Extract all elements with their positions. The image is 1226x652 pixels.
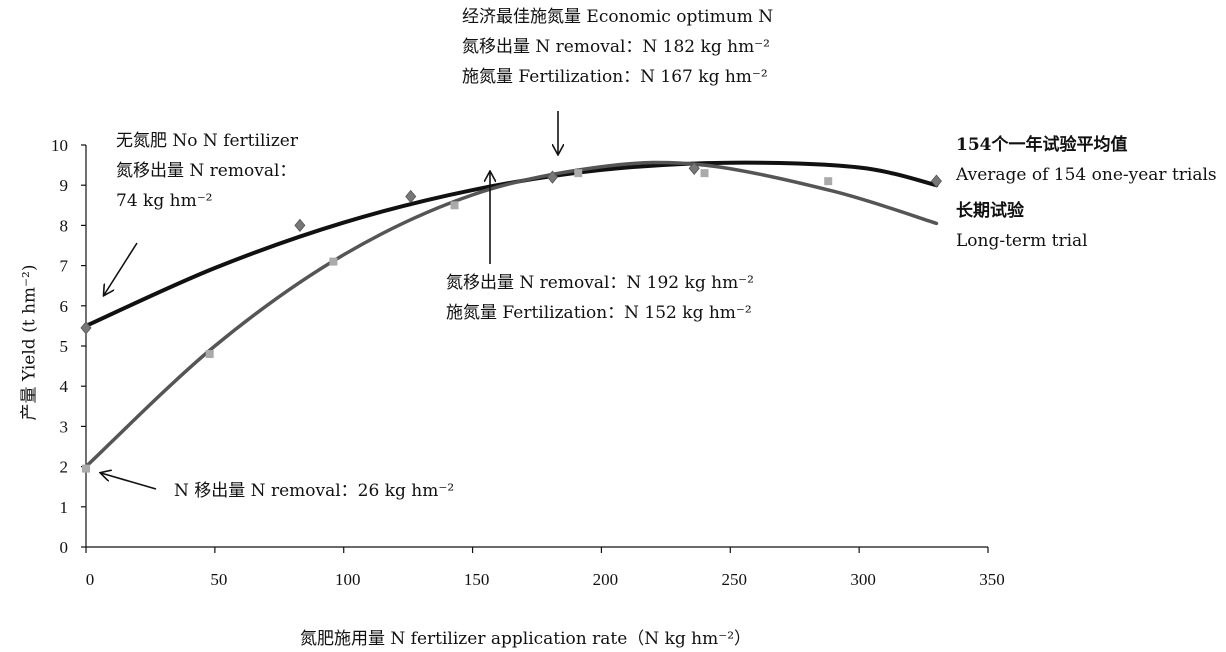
annotation-economic-optimum-removal: 氮移出量 N removal：N 182 kg hm⁻² — [462, 37, 770, 57]
legend-long-term-trial: 长期试验 Long-term trial — [956, 196, 1088, 256]
x-tick-label: 100 — [335, 570, 361, 589]
x-tick-label: 150 — [464, 570, 490, 589]
annotation-arrows — [101, 111, 558, 490]
y-tick-label: 4 — [60, 377, 69, 396]
y-tick-label: 2 — [60, 458, 69, 477]
x-tick-label: 0 — [86, 570, 95, 589]
annotation-long-term-fertilization: 施氮量 Fertilization：N 152 kg hm⁻² — [446, 303, 752, 323]
legend-average-trials-cn: 154个一年试验平均值 — [956, 135, 1128, 155]
x-tick-label: 250 — [722, 570, 748, 589]
data-point-long-term-trial — [700, 169, 709, 178]
data-point-average-trials — [80, 321, 92, 335]
legend-average-trials-en: Average of 154 one-year trials — [956, 165, 1217, 185]
annotation-economic-optimum: 经济最佳施氮量 Economic optimum N 氮移出量 N remova… — [462, 2, 773, 92]
x-tick-label: 300 — [850, 570, 876, 589]
data-point-average-trials — [405, 189, 417, 204]
y-tick-label: 6 — [60, 297, 69, 316]
y-tick-label: 7 — [60, 257, 69, 276]
x-tick-label: 50 — [210, 570, 227, 589]
x-tick-label: 200 — [593, 570, 619, 589]
annotation-economic-optimum-title: 经济最佳施氮量 Economic optimum N — [462, 7, 774, 27]
y-tick-label: 0 — [60, 538, 69, 557]
data-point-average-trials — [546, 170, 558, 184]
data-point-long-term-trial — [329, 257, 338, 266]
y-tick-label: 1 — [60, 498, 69, 517]
y-tick-label: 3 — [60, 417, 69, 436]
data-point-long-term-trial — [205, 350, 214, 359]
annotation-long-term-optimum: 氮移出量 N removal：N 192 kg hm⁻² 施氮量 Fertili… — [446, 268, 754, 328]
annotation-no-n-value: 74 kg hm⁻² — [116, 191, 213, 211]
annotation-long-term-removal: 氮移出量 N removal：N 192 kg hm⁻² — [446, 273, 754, 293]
y-axis-label: 产量 Yield (t hm⁻²) — [19, 264, 40, 421]
data-point-long-term-trial — [574, 169, 583, 178]
x-tick-label: 350 — [979, 570, 1005, 589]
fit-curves — [84, 160, 939, 469]
x-axis-label: 氮肥施用量 N fertilizer application rate（N kg… — [300, 629, 752, 649]
legend-long-term-trial-en: Long-term trial — [956, 231, 1088, 251]
y-tick-label: 5 — [60, 337, 69, 356]
legend-average-trials: 154个一年试验平均值 Average of 154 one-year tria… — [956, 130, 1217, 190]
y-tick-label: 9 — [60, 176, 69, 195]
data-point-average-trials — [930, 174, 942, 188]
y-tick-label: 8 — [60, 216, 69, 235]
annotation-no-n-fertilizer: 无氮肥 No N fertilizer 氮移出量 N removal： 74 k… — [116, 126, 298, 216]
data-points — [80, 161, 942, 473]
data-point-average-trials — [294, 218, 306, 233]
arrow-no-n-fertilizer — [104, 242, 138, 295]
legend-long-term-trial-cn: 长期试验 — [956, 201, 1024, 221]
fit-curve-long-term-trial — [84, 160, 939, 469]
annotation-economic-optimum-fertilization: 施氮量 Fertilization：N 167 kg hm⁻² — [462, 67, 768, 87]
data-point-average-trials — [688, 161, 700, 175]
data-point-long-term-trial — [450, 201, 459, 210]
data-point-long-term-trial — [82, 464, 90, 473]
data-point-long-term-trial — [824, 177, 833, 186]
annotation-no-n-removal: 氮移出量 N removal： — [116, 161, 297, 181]
annotation-n-removal-low: N 移出量 N removal：26 kg hm⁻² — [174, 481, 455, 501]
arrow-n-removal-low — [101, 473, 157, 490]
y-tick-label: 10 — [51, 136, 68, 155]
annotation-no-n-title: 无氮肥 No N fertilizer — [116, 131, 298, 151]
